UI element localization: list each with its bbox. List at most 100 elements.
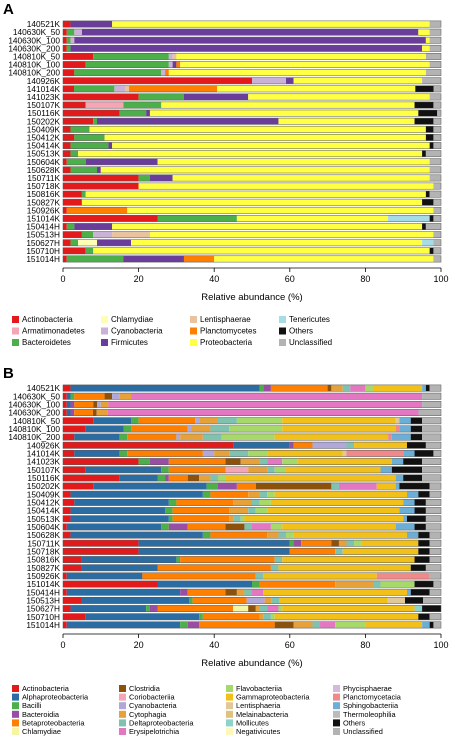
bar-segment (248, 491, 260, 498)
bar-segment (63, 564, 82, 571)
bar-outline (62, 400, 442, 408)
bar-segment (236, 417, 283, 424)
x-tick-label: 80 (360, 274, 370, 284)
bar-segment (259, 458, 268, 465)
bar-outline (62, 515, 442, 523)
bar-outline (62, 556, 442, 564)
bar-segment (63, 231, 82, 238)
bar-segment (418, 531, 430, 539)
category-label: 150827K (27, 563, 61, 573)
bar-outline (62, 613, 442, 621)
bar-segment (165, 69, 169, 76)
bar-segment (418, 28, 430, 36)
bar-segment (418, 540, 430, 547)
bar-segment (81, 564, 158, 571)
legend-swatch (279, 327, 286, 335)
legend-swatch (333, 710, 340, 718)
bar-segment (244, 589, 252, 596)
legend-swatch (12, 693, 19, 701)
bar-segment (63, 393, 67, 400)
bar-row (62, 158, 442, 166)
category-label: 140630K_200 (8, 43, 60, 53)
bar-segment (425, 564, 441, 571)
category-label: 141023K (27, 457, 61, 467)
bar-outline (62, 134, 442, 141)
bar-segment (100, 166, 430, 174)
bar-segment (414, 507, 426, 514)
bar-segment (293, 77, 423, 84)
bar-segment (66, 572, 143, 580)
bar-segment (66, 28, 75, 36)
bar-segment (112, 142, 430, 149)
bar-outline (62, 215, 442, 222)
bar-row (62, 61, 442, 68)
bar-segment (267, 507, 400, 514)
bar-segment (267, 531, 279, 539)
bar-segment (78, 150, 423, 157)
bar-row (62, 109, 442, 117)
bar-segment (63, 190, 82, 198)
bar-row (62, 531, 442, 539)
bar-row (62, 93, 442, 101)
bar-row (62, 174, 442, 182)
bar-outline (62, 580, 442, 588)
bar-segment (63, 182, 139, 190)
bar-row (62, 134, 442, 141)
bar-outline (62, 166, 442, 174)
bar-segment (63, 482, 94, 490)
category-label: 150414H (26, 222, 60, 232)
bar-row (62, 564, 442, 572)
bar-row (62, 507, 442, 515)
bar-segment (433, 621, 441, 629)
bar-segment (210, 474, 218, 482)
bar-row (62, 28, 442, 36)
bar-segment (89, 126, 426, 133)
bar-segment (206, 482, 218, 490)
bar-segment (97, 239, 132, 246)
bar-segment (74, 37, 426, 44)
bar-row (62, 20, 442, 28)
bar-segment (406, 442, 426, 449)
category-label: 140630K_50 (13, 391, 60, 401)
legend-swatch (333, 702, 340, 710)
bar-segment (399, 507, 415, 514)
bar-segment (63, 158, 67, 165)
bar-segment (63, 613, 86, 620)
bar-segment (342, 450, 347, 457)
legend-swatch (333, 719, 340, 727)
bar-segment (180, 61, 430, 68)
bar-row (62, 596, 442, 604)
bar-segment (429, 28, 441, 36)
bar-segment (74, 499, 169, 506)
legend-swatch (12, 316, 19, 323)
bar-segment (429, 247, 434, 255)
legend-label: Planctomycetacia (343, 693, 402, 702)
category-label: 150513H (26, 595, 60, 605)
bar-segment (410, 425, 423, 433)
category-label: 150409K (27, 124, 61, 134)
category-label: 150116K (27, 473, 60, 483)
bar-outline (62, 101, 442, 109)
bar-segment (85, 61, 169, 68)
bar-segment (380, 580, 415, 588)
legend-label: Mollicutes (236, 718, 269, 727)
bar-segment (70, 605, 147, 612)
legend-swatch (119, 685, 126, 692)
category-label: 150414H (26, 587, 60, 597)
bar-segment (180, 433, 203, 441)
bar-segment (252, 580, 260, 588)
bar-row (62, 44, 442, 52)
legend-label: Thermoleophilia (343, 710, 396, 719)
legend-swatch (12, 702, 19, 710)
bar-segment (267, 466, 275, 473)
bar-segment (63, 45, 67, 52)
bar-row (62, 247, 442, 255)
x-tick-label: 100 (433, 274, 448, 284)
bar-segment (66, 255, 124, 263)
bar-segment (429, 572, 441, 580)
bar-segment (119, 433, 128, 441)
legend-swatch (226, 719, 233, 727)
bar-segment (187, 474, 200, 482)
bar-segment (395, 425, 400, 433)
category-label: 150710H (26, 612, 60, 622)
